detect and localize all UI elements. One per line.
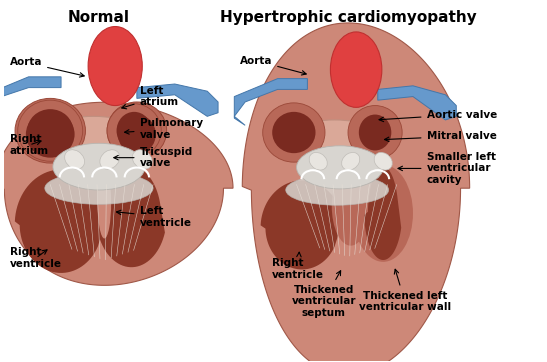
Text: Thickened
ventricular
septum: Thickened ventricular septum — [292, 271, 356, 318]
Ellipse shape — [37, 116, 150, 167]
Ellipse shape — [286, 175, 388, 205]
Ellipse shape — [132, 150, 152, 169]
Text: Hypertrophic cardiomyopathy: Hypertrophic cardiomyopathy — [220, 10, 476, 25]
Text: Mitral valve: Mitral valve — [385, 131, 496, 142]
Ellipse shape — [359, 114, 391, 151]
Ellipse shape — [368, 179, 398, 248]
Polygon shape — [260, 180, 343, 269]
Polygon shape — [137, 84, 218, 116]
Ellipse shape — [263, 103, 325, 162]
Text: Aorta: Aorta — [10, 58, 84, 77]
Polygon shape — [364, 167, 401, 260]
Text: Left
atrium: Left atrium — [122, 86, 179, 109]
Polygon shape — [0, 102, 233, 285]
Text: Pulmonary
valve: Pulmonary valve — [125, 118, 203, 140]
Ellipse shape — [53, 143, 145, 190]
Ellipse shape — [309, 152, 327, 170]
Polygon shape — [234, 79, 307, 125]
Ellipse shape — [330, 32, 382, 108]
Ellipse shape — [100, 150, 120, 169]
Ellipse shape — [18, 100, 83, 161]
Text: Aortic valve: Aortic valve — [379, 110, 497, 122]
Ellipse shape — [332, 167, 370, 246]
Polygon shape — [0, 77, 61, 123]
Ellipse shape — [45, 172, 153, 205]
Ellipse shape — [65, 150, 85, 169]
Ellipse shape — [107, 104, 161, 157]
Text: Right
ventricle: Right ventricle — [10, 248, 62, 269]
Ellipse shape — [15, 98, 85, 163]
Polygon shape — [96, 167, 165, 267]
Polygon shape — [242, 23, 470, 362]
Ellipse shape — [26, 111, 74, 157]
Text: Right
ventricle: Right ventricle — [272, 252, 324, 280]
Ellipse shape — [272, 112, 316, 153]
Ellipse shape — [97, 167, 111, 239]
Text: Smaller left
ventricular
cavity: Smaller left ventricular cavity — [398, 152, 496, 185]
Text: Right
atrium: Right atrium — [10, 134, 49, 156]
Ellipse shape — [280, 120, 388, 167]
Ellipse shape — [348, 106, 402, 159]
Text: Tricuspid
valve: Tricuspid valve — [114, 147, 193, 168]
Ellipse shape — [107, 102, 167, 159]
Ellipse shape — [27, 109, 73, 152]
Polygon shape — [378, 86, 456, 120]
Ellipse shape — [353, 165, 413, 262]
Ellipse shape — [118, 114, 156, 154]
Ellipse shape — [117, 112, 152, 150]
Polygon shape — [15, 169, 107, 273]
Text: Thickened left
ventricular wall: Thickened left ventricular wall — [359, 269, 451, 312]
Text: Normal: Normal — [68, 10, 130, 25]
Text: Aorta: Aorta — [240, 56, 306, 75]
Ellipse shape — [296, 146, 383, 189]
Ellipse shape — [374, 152, 392, 170]
Text: Left
ventricle: Left ventricle — [117, 206, 191, 228]
Ellipse shape — [342, 152, 360, 170]
Ellipse shape — [88, 26, 142, 106]
